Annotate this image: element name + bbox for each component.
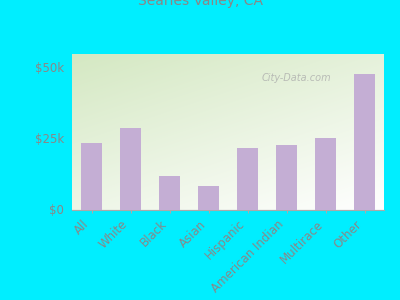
Bar [120, 128, 141, 210]
Bar [237, 148, 258, 210]
Bar [198, 186, 219, 210]
Text: $50k: $50k [35, 62, 64, 75]
Bar [315, 138, 336, 210]
Bar [81, 143, 102, 210]
Text: City-Data.com: City-Data.com [262, 73, 332, 83]
Text: $25k: $25k [35, 133, 64, 146]
Bar [276, 145, 297, 210]
Bar [159, 176, 180, 210]
Text: Searles Valley, CA: Searles Valley, CA [138, 0, 262, 8]
Bar [354, 74, 375, 210]
Text: $0: $0 [49, 203, 64, 217]
